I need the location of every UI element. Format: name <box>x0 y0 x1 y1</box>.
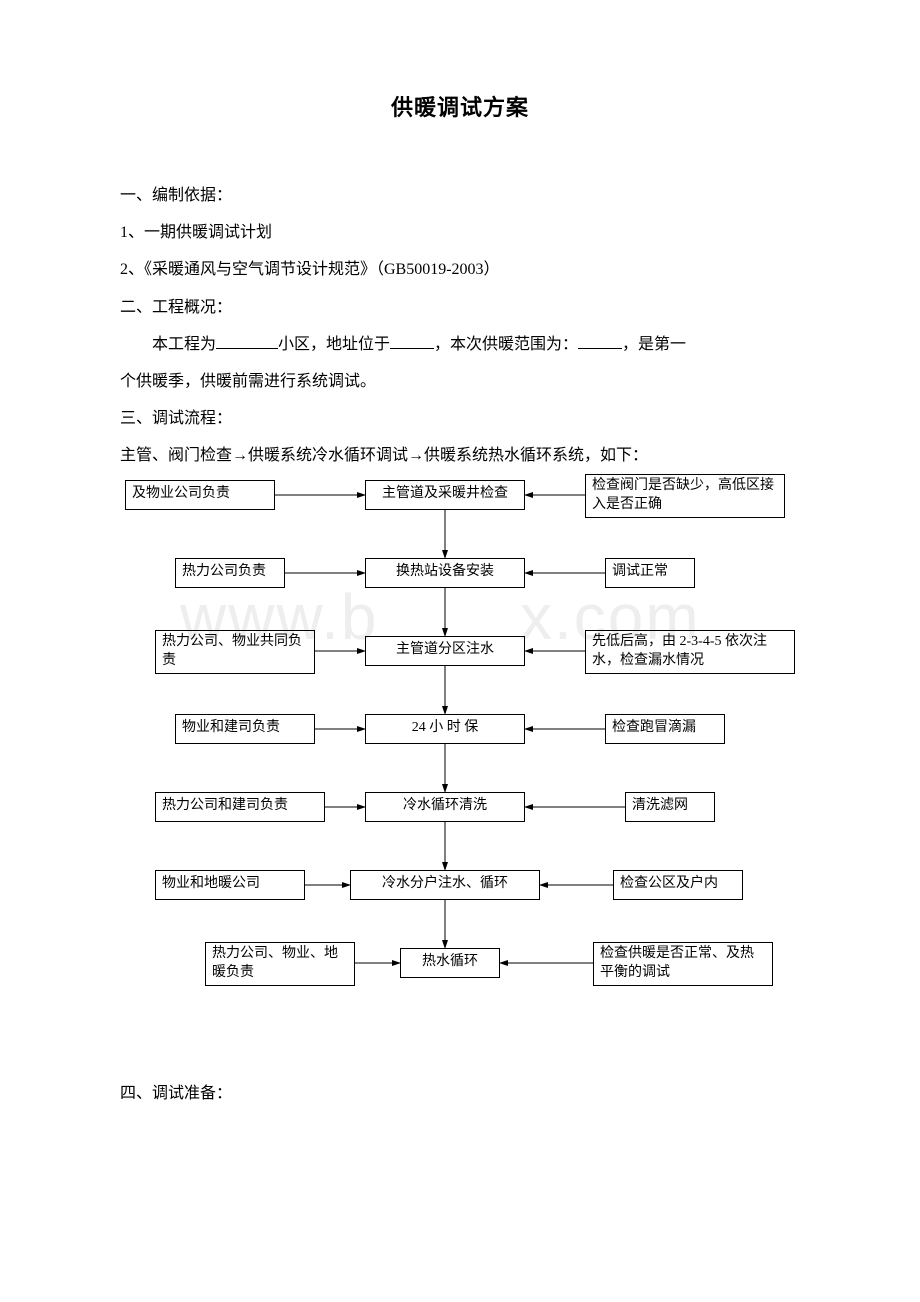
para-5d: ，是第一 <box>622 336 686 353</box>
flow-node-c6: 冷水分户注水、循环 <box>350 870 540 900</box>
flow-node-c7: 热水循环 <box>400 948 500 978</box>
flow-node-r3: 先低后高，由 2-3-4-5 依次注水，检查漏水情况 <box>585 630 795 674</box>
blank-3 <box>578 333 622 349</box>
flow-node-l2: 热力公司负责 <box>175 558 285 588</box>
page: www.b x.com 供暖调试方案 一、编制依据： 1、一期供暖调试计划 2、… <box>0 0 920 1177</box>
flow-node-l1: 及物业公司负责 <box>125 480 275 510</box>
flow-node-r2: 调试正常 <box>605 558 695 588</box>
flow-node-l6: 物业和地暖公司 <box>155 870 305 900</box>
flow-node-c3: 主管道分区注水 <box>365 636 525 666</box>
flow-node-l7: 热力公司、物业、地暖负责 <box>205 942 355 986</box>
flow-node-l4: 物业和建司负责 <box>175 714 315 744</box>
para-5a: 本工程为 <box>152 336 216 353</box>
para-5b: 小区，地址位于 <box>278 336 390 353</box>
para-5: 本工程为 小区，地址位于 ，本次供暖范围为： ，是第一 <box>120 331 800 358</box>
page-title: 供暖调试方案 <box>120 90 800 122</box>
para-5c: ，本次供暖范围为： <box>434 336 578 353</box>
para-1: 一、编制依据： <box>120 182 800 209</box>
para-6: 个供暖季，供暖前需进行系统调试。 <box>120 368 800 395</box>
flow-node-c4: 24 小 时 保 <box>365 714 525 744</box>
para-9: 四、调试准备： <box>120 1080 800 1107</box>
flow-node-c1: 主管道及采暖井检查 <box>365 480 525 510</box>
flow-node-r5: 清洗滤网 <box>625 792 715 822</box>
flow-node-l5: 热力公司和建司负责 <box>155 792 325 822</box>
flow-node-l3: 热力公司、物业共同负责 <box>155 630 315 674</box>
para-4: 二、工程概况： <box>120 294 800 321</box>
flow-node-c2: 换热站设备安装 <box>365 558 525 588</box>
flow-node-r1: 检查阀门是否缺少，高低区接入是否正确 <box>585 474 785 518</box>
blank-2 <box>390 333 434 349</box>
para-2: 1、一期供暖调试计划 <box>120 219 800 246</box>
para-3: 2、《采暖通风与空气调节设计规范》（GB50019-2003） <box>120 256 800 283</box>
flow-node-r6: 检查公区及户内 <box>613 870 743 900</box>
para-7: 三、调试流程： <box>120 405 800 432</box>
para-8: 主管、阀门检查→供暖系统冷水循环调试→供暖系统热水循环系统，如下： <box>120 442 800 469</box>
blank-1 <box>216 333 278 349</box>
flowchart: 及物业公司负责主管道及采暖井检查检查阀门是否缺少，高低区接入是否正确热力公司负责… <box>115 480 815 1040</box>
flow-node-c5: 冷水循环清洗 <box>365 792 525 822</box>
flow-node-r7: 检查供暖是否正常、及热平衡的调试 <box>593 942 773 986</box>
flow-node-r4: 检查跑冒滴漏 <box>605 714 725 744</box>
